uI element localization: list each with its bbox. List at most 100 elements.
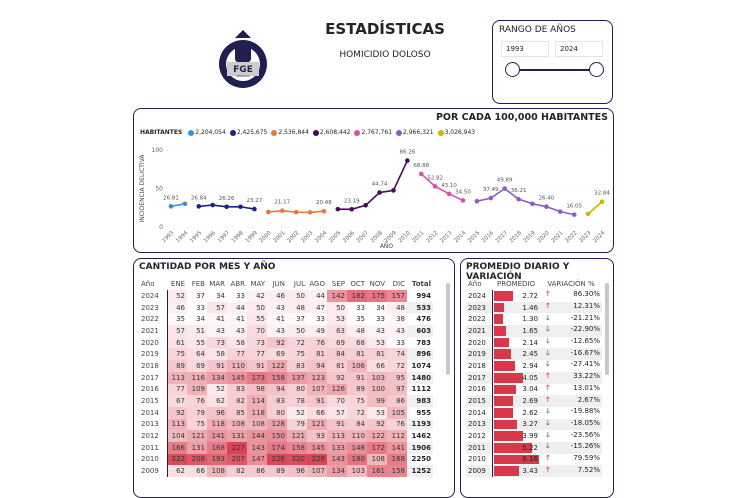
legend-item[interactable]: 3,026,943 — [437, 129, 475, 136]
month-cell: 37 — [287, 313, 307, 325]
month-cell: 48 — [347, 325, 367, 337]
table-row: 2018 2.94 🡓 -27.41% — [466, 360, 602, 372]
variation-value: 33.22% — [573, 372, 600, 381]
month-cell: 228 — [307, 453, 327, 466]
arrow-up-icon: 🡑 — [546, 465, 550, 474]
table-row: 2016 77 109 52 83 98 94 80 107 126 89 100 97 1112 — [139, 383, 433, 396]
column-header[interactable]: DIC — [392, 279, 405, 288]
year-to-input[interactable]: 2024 — [555, 41, 603, 57]
table-row: 2021 57 51 43 43 70 43 50 49 63 48 43 43 603 — [139, 325, 433, 337]
data-point[interactable] — [210, 202, 216, 208]
data-point[interactable] — [377, 190, 382, 195]
data-point[interactable] — [474, 198, 480, 204]
data-point[interactable] — [321, 208, 327, 214]
data-point[interactable] — [391, 188, 396, 193]
data-point[interactable] — [502, 186, 507, 191]
data-point[interactable] — [182, 201, 188, 207]
column-header[interactable]: Total — [411, 279, 431, 288]
month-cell: 91 — [307, 395, 327, 407]
data-point[interactable] — [530, 201, 535, 207]
data-point[interactable] — [405, 158, 410, 163]
data-label: 32.84 — [594, 191, 610, 197]
month-cell: 69 — [187, 360, 207, 372]
total-cell: 603 — [407, 325, 433, 337]
column-header[interactable]: MAR — [209, 279, 225, 288]
column-header[interactable]: VARIACIÓN % — [547, 279, 595, 288]
data-point[interactable] — [460, 198, 466, 203]
scrollbar[interactable] — [605, 283, 609, 375]
data-point[interactable] — [544, 204, 549, 209]
month-cell: 137 — [287, 371, 307, 384]
data-point[interactable] — [516, 196, 521, 202]
column-header[interactable]: Año — [141, 279, 155, 288]
slider-handle-start[interactable] — [505, 62, 520, 77]
year-cell: 2013 — [466, 418, 493, 431]
table-row: 2015 2.69 🡑 2.67% — [466, 395, 602, 407]
month-cell: 131 — [187, 441, 207, 454]
total-cell: 1906 — [407, 441, 433, 454]
data-point[interactable] — [168, 204, 174, 209]
data-point[interactable] — [266, 209, 271, 215]
x-tick-label: 1999 — [245, 230, 259, 244]
data-point[interactable] — [557, 209, 563, 214]
legend-item[interactable]: 2,966,321 — [396, 129, 434, 136]
data-point[interactable] — [238, 204, 243, 210]
column-header[interactable]: OCT — [350, 279, 365, 288]
scrollbar[interactable] — [446, 283, 450, 375]
month-cell: 80 — [267, 406, 287, 419]
legend-item[interactable]: 2,536,844 — [271, 129, 309, 136]
data-point[interactable] — [196, 204, 202, 209]
month-cell: 148 — [347, 441, 367, 454]
average-cell: 3.99 — [492, 430, 540, 442]
column-header[interactable]: ABR — [230, 279, 245, 288]
data-label: 20.48 — [316, 200, 332, 206]
column-header[interactable]: JUL — [293, 279, 305, 288]
variation-value: -15.26% — [570, 442, 600, 451]
year-cell: 2010 — [466, 453, 493, 466]
data-point[interactable] — [307, 210, 313, 215]
data-point[interactable] — [418, 171, 424, 177]
slider-handle-end[interactable] — [589, 62, 604, 77]
table-row: 2014 92 79 96 85 118 80 52 66 57 72 53 105 955 — [139, 406, 433, 419]
data-point[interactable] — [224, 204, 229, 210]
variation-cell: 🡓 -22.90% — [540, 325, 602, 337]
data-point[interactable] — [571, 212, 577, 217]
data-label: 37.49 — [483, 187, 499, 193]
data-point[interactable] — [293, 209, 299, 215]
data-point[interactable] — [363, 202, 368, 208]
column-header[interactable]: SEP — [331, 279, 345, 288]
data-point[interactable] — [585, 211, 591, 217]
data-point[interactable] — [446, 191, 452, 197]
column-header[interactable]: FEB — [191, 279, 205, 288]
year-cell: 2019 — [466, 348, 493, 361]
data-point[interactable] — [488, 195, 494, 201]
month-cell: 57 — [327, 406, 347, 419]
column-header[interactable]: NOV — [369, 279, 385, 288]
column-header[interactable]: Año — [468, 279, 482, 288]
average-bar — [493, 407, 513, 418]
data-point[interactable] — [279, 208, 285, 213]
data-point[interactable] — [335, 206, 341, 212]
column-header[interactable]: PROMEDIO — [496, 279, 536, 288]
legend-item[interactable]: 2,425,675 — [229, 129, 267, 136]
column-header[interactable]: JUN — [272, 279, 285, 288]
month-cell: 85 — [227, 406, 247, 419]
month-cell: 67 — [167, 395, 187, 407]
column-header[interactable]: MAY — [250, 279, 265, 288]
legend-item[interactable]: 2,767,761 — [354, 129, 392, 136]
data-point[interactable] — [252, 206, 257, 212]
year-from-input[interactable]: 1993 — [501, 41, 549, 57]
average-bar — [493, 442, 532, 453]
table-row: 2011 166 131 168 227 143 174 158 145 133 148 172 141… — [139, 441, 433, 454]
column-header[interactable]: AGO — [309, 279, 325, 288]
month-cell: 121 — [307, 418, 327, 431]
data-point[interactable] — [599, 199, 605, 205]
month-cell: 61 — [167, 336, 187, 349]
column-header[interactable]: ENE — [170, 279, 185, 288]
data-point[interactable] — [432, 184, 438, 189]
average-cell: 2.14 — [492, 337, 540, 349]
data-point[interactable] — [349, 206, 355, 212]
legend-item[interactable]: 2,204,054 — [188, 129, 226, 136]
legend-item[interactable]: 2,608,442 — [312, 129, 350, 136]
table-header-row: Año PROMEDIO VARIACIÓN % — [466, 277, 602, 290]
